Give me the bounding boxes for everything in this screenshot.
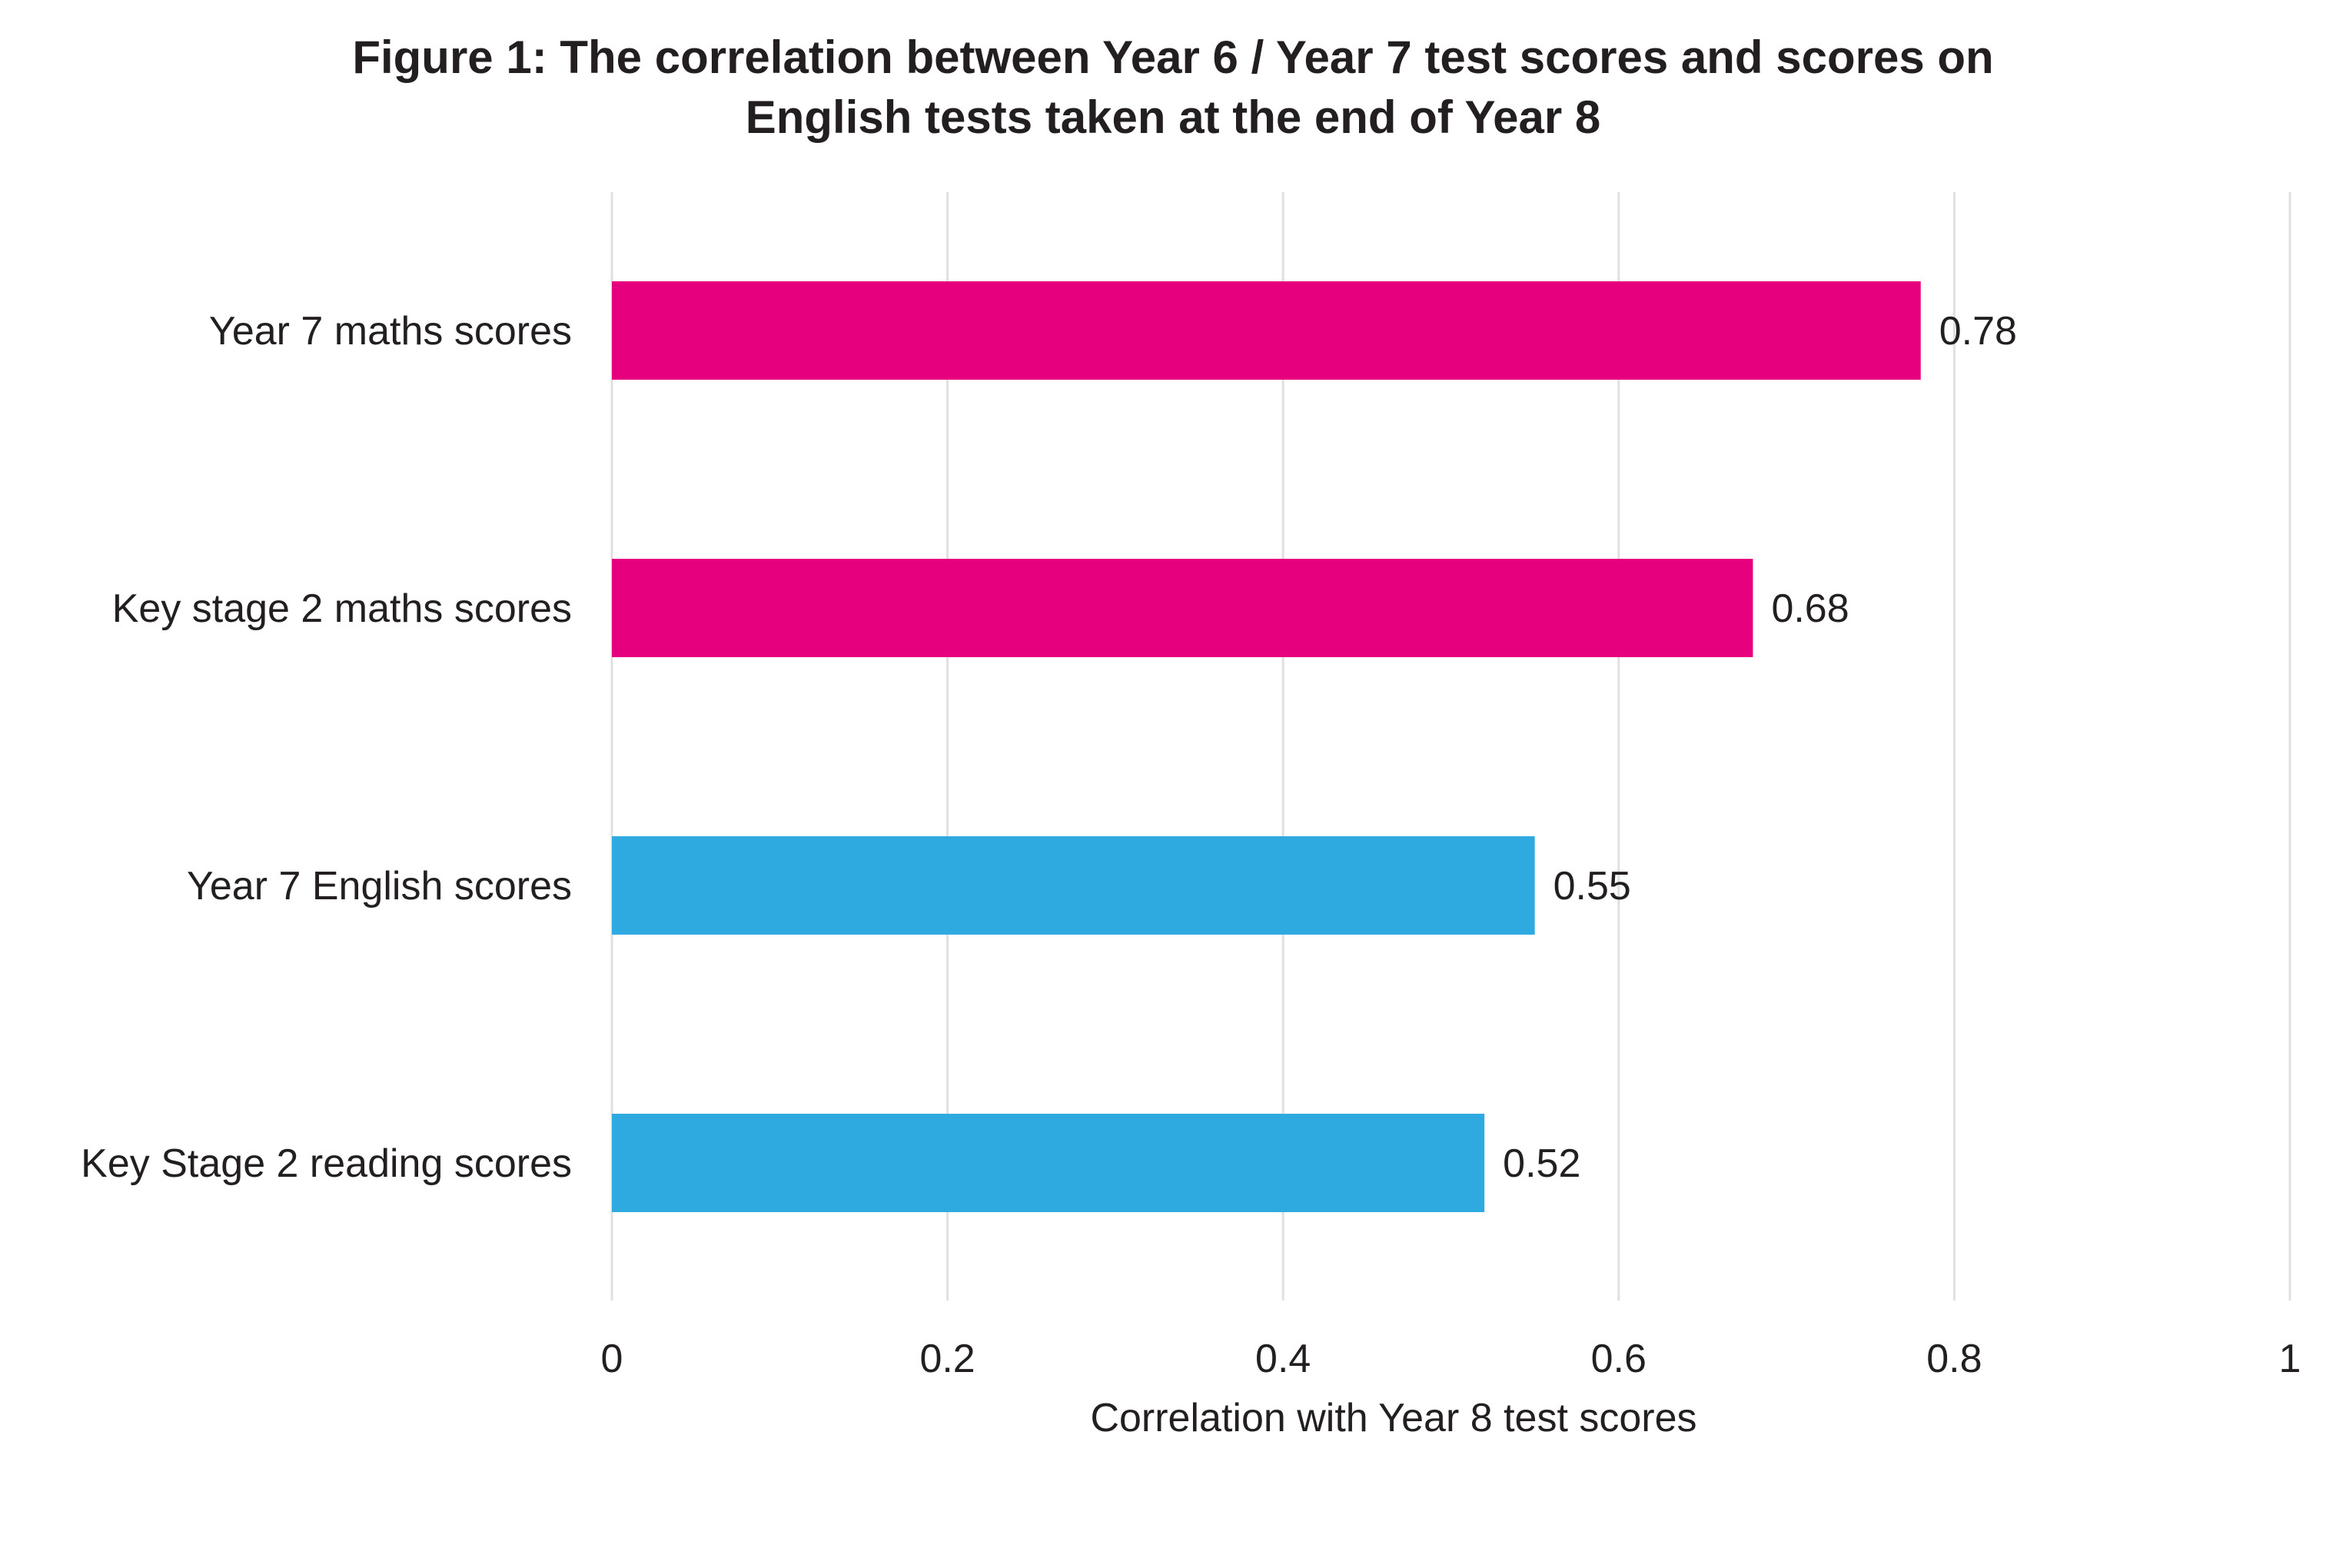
bar (612, 836, 1535, 935)
x-tick-label: 0 (601, 1337, 623, 1381)
bars (612, 281, 1921, 1212)
x-tick-label: 0.2 (919, 1337, 975, 1381)
value-label: 0.55 (1553, 864, 1631, 909)
x-axis-title: Correlation with Year 8 test scores (1090, 1396, 1696, 1440)
x-tick-label: 0.8 (1926, 1337, 1982, 1381)
category-label: Year 7 maths scores (209, 309, 572, 354)
x-axis-ticks: 0 0.2 0.4 0.6 0.8 1 (601, 1337, 2301, 1381)
value-labels: 0.78 0.68 0.55 0.52 (1503, 309, 2017, 1186)
chart-title-line-2: English tests taken at the end of Year 8 (745, 91, 1601, 143)
x-tick-label: 0.4 (1255, 1337, 1311, 1381)
x-tick-label: 1 (2279, 1337, 2301, 1381)
bar (612, 559, 1753, 657)
category-labels: Year 7 maths scores Key stage 2 maths sco… (81, 309, 572, 1186)
value-label: 0.78 (1939, 309, 2017, 354)
chart-title-line-1: Figure 1: The correlation between Year 6… (352, 32, 1994, 83)
bar (612, 281, 1921, 380)
chart-title: Figure 1: The correlation between Year 6… (0, 28, 2346, 148)
category-label: Key Stage 2 reading scores (81, 1141, 572, 1186)
value-label: 0.68 (1771, 586, 1849, 631)
bar (612, 1114, 1485, 1212)
category-label: Year 7 English scores (187, 864, 572, 909)
category-label: Key stage 2 maths scores (112, 586, 572, 631)
x-tick-label: 0.6 (1591, 1337, 1647, 1381)
value-label: 0.52 (1503, 1141, 1580, 1186)
